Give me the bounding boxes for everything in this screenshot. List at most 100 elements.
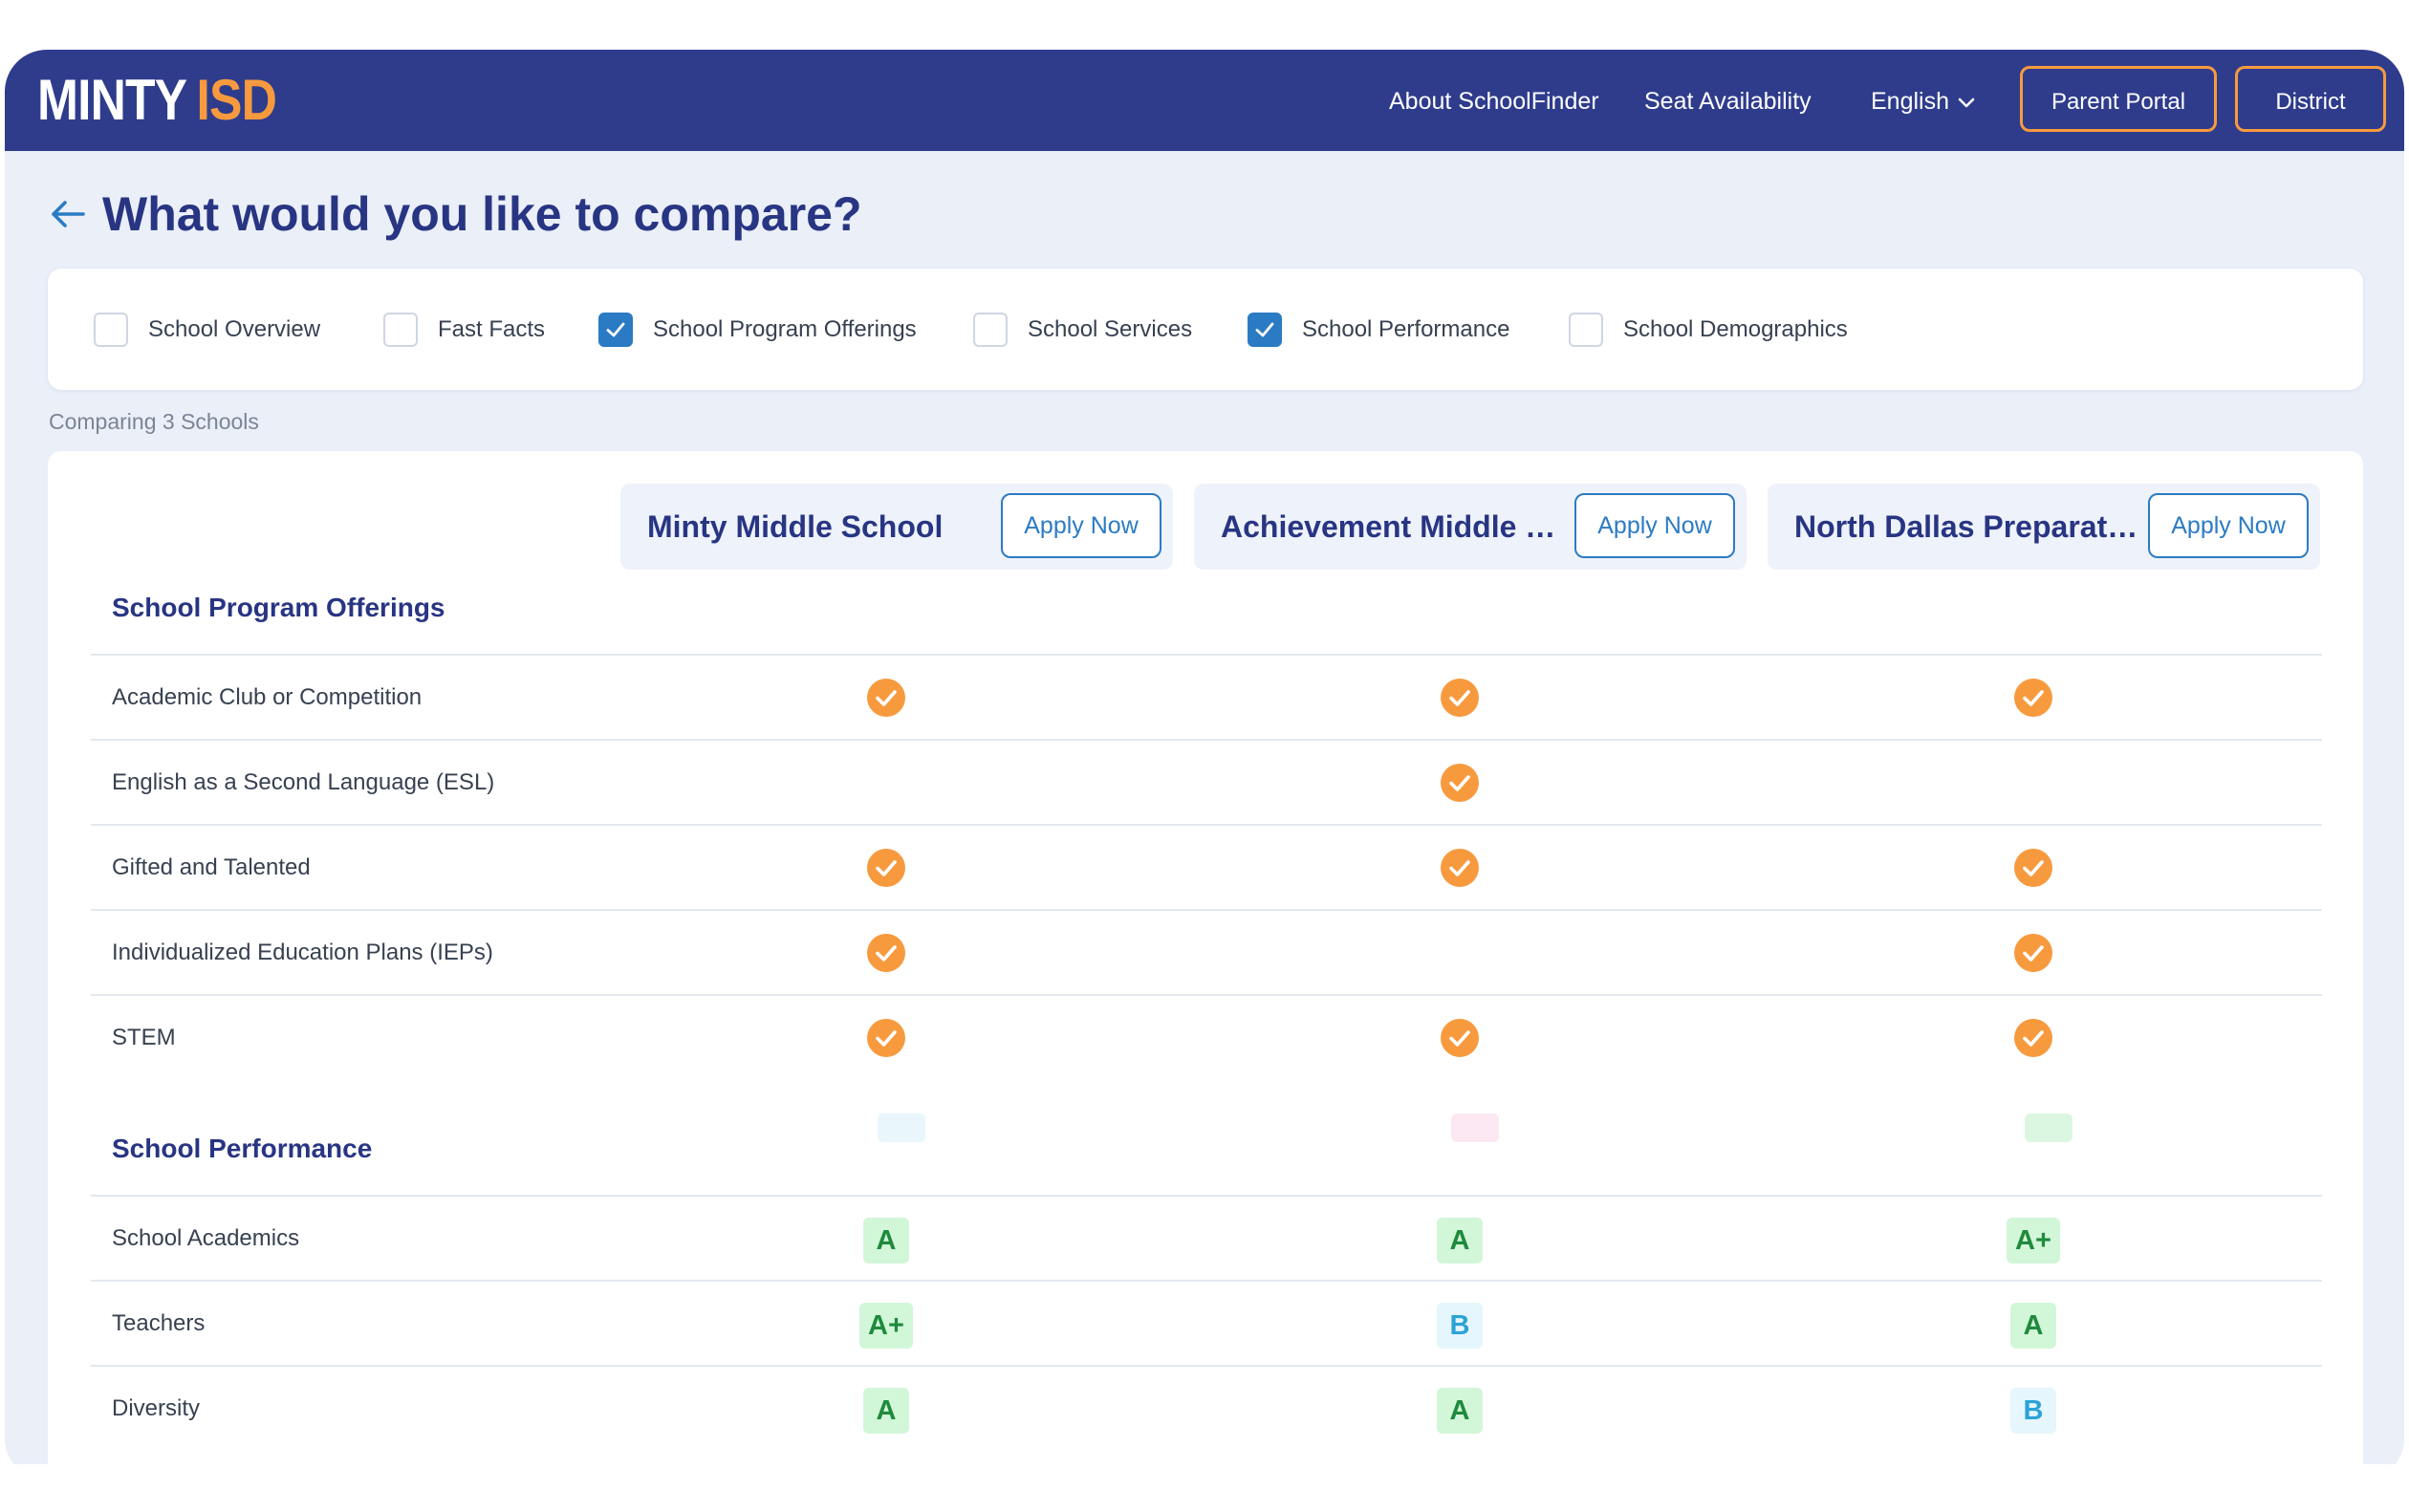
table-cell [791, 741, 982, 824]
table-cell [791, 656, 982, 739]
table-row: School Academics A A A+ [91, 1195, 2322, 1280]
school-name[interactable]: North Dallas Preparator... [1794, 509, 2148, 544]
row-label: School Academics [112, 1225, 300, 1251]
option-label: School Demographics [1623, 316, 1848, 342]
row-label: STEM [112, 1025, 176, 1050]
grade-chip-partial [1451, 1113, 1499, 1142]
chevron-down-icon [1958, 98, 1975, 108]
table-row: Gifted and Talented [91, 824, 2322, 909]
option-label: School Services [1028, 316, 1193, 342]
district-button[interactable]: District [2235, 66, 2386, 132]
table-row: Teachers A+ B A [91, 1280, 2322, 1365]
row-label: English as a Second Language (ESL) [112, 769, 495, 795]
table-cell [1364, 741, 1555, 824]
checkbox[interactable] [1569, 313, 1603, 347]
page-title: What would you like to compare? [102, 187, 862, 241]
school-header-2: Achievement Middle Sc... Apply Now [1194, 484, 1747, 570]
checkbox[interactable] [94, 313, 128, 347]
grade-badge: A+ [2007, 1218, 2060, 1264]
option-school-overview[interactable]: School Overview [94, 311, 320, 349]
check-circle-icon [1441, 679, 1479, 717]
option-school-demographics[interactable]: School Demographics [1569, 311, 1848, 349]
grade-badge: B [2010, 1388, 2056, 1434]
minty-isd-logo[interactable]: MINTY ISD [37, 68, 277, 132]
grade-badge: A [863, 1388, 909, 1434]
table-row: Academic Club or Competition [91, 654, 2322, 739]
school-header-3: North Dallas Preparator... Apply Now [1768, 484, 2320, 570]
table-row: STEM [91, 994, 2322, 1079]
school-name[interactable]: Minty Middle School [647, 509, 944, 544]
table-cell: B [1938, 1367, 2129, 1450]
check-circle-icon [1441, 1019, 1479, 1057]
apply-now-button[interactable]: Apply Now [2148, 493, 2309, 558]
option-label: School Overview [148, 316, 321, 342]
table-cell [1364, 996, 1555, 1079]
language-select-label: English [1871, 88, 1949, 115]
table-cell: A [1364, 1367, 1555, 1450]
checkbox-checked[interactable] [598, 313, 633, 347]
bottom-edge [5, 1464, 2404, 1478]
section-title-school-performance: School Performance [112, 1134, 373, 1163]
app-window: MINTY ISD About SchoolFinder Seat Availab… [5, 50, 2404, 1478]
grade-badge: A [863, 1218, 909, 1264]
logo-text-isd: ISD [196, 68, 277, 132]
table-cell [791, 826, 982, 909]
apply-now-button[interactable]: Apply Now [1574, 493, 1735, 558]
checkbox[interactable] [973, 313, 1008, 347]
grade-badge: A [1437, 1388, 1483, 1434]
grade-badge: A+ [859, 1303, 913, 1349]
option-fast-facts[interactable]: Fast Facts [383, 311, 545, 349]
checkbox[interactable] [383, 313, 418, 347]
check-circle-icon [867, 1019, 905, 1057]
table-row: English as a Second Language (ESL) [91, 739, 2322, 824]
table-cell [791, 996, 982, 1079]
nav-about-schoolfinder[interactable]: About SchoolFinder [1389, 88, 1599, 115]
table-cell: B [1364, 1282, 1555, 1365]
grade-badge: A [2010, 1303, 2056, 1349]
checkbox-check-icon [1255, 322, 1274, 337]
option-school-program-offerings[interactable]: School Program Offerings [598, 311, 917, 349]
check-circle-icon [1441, 849, 1479, 887]
row-label: Individualized Education Plans (IEPs) [112, 940, 493, 965]
table-cell: A+ [1938, 1197, 2129, 1280]
logo-text-minty: MINTY [37, 68, 187, 132]
checkbox-checked[interactable] [1248, 313, 1282, 347]
table-cell: A [791, 1197, 982, 1280]
compare-options-panel: School Overview Fast Facts School Progra… [48, 269, 2363, 390]
check-circle-icon [2014, 934, 2052, 972]
top-nav-bar: MINTY ISD About SchoolFinder Seat Availab… [5, 50, 2404, 151]
arrow-left-icon[interactable] [47, 195, 89, 233]
option-school-performance[interactable]: School Performance [1248, 311, 1509, 349]
option-label: School Performance [1302, 316, 1510, 342]
parent-portal-button[interactable]: Parent Portal [2020, 66, 2217, 132]
table-cell: A [1938, 1282, 2129, 1365]
table-cell: A+ [791, 1282, 982, 1365]
table-cell [1364, 656, 1555, 739]
grade-badge: A [1437, 1218, 1483, 1264]
school-header-1: Minty Middle School Apply Now [620, 484, 1173, 570]
checkbox-check-icon [606, 322, 625, 337]
option-label: School Program Offerings [653, 316, 917, 342]
section-title-program-offerings: School Program Offerings [112, 593, 445, 622]
table-row: Individualized Education Plans (IEPs) [91, 909, 2322, 994]
row-label: Teachers [112, 1310, 206, 1336]
apply-now-button[interactable]: Apply Now [1001, 493, 1161, 558]
check-circle-icon [867, 679, 905, 717]
grade-badge: B [1437, 1303, 1483, 1349]
table-cell [1364, 826, 1555, 909]
check-circle-icon [2014, 679, 2052, 717]
table-cell [1938, 826, 2129, 909]
table-cell [1938, 656, 2129, 739]
grade-chip-partial [2025, 1113, 2073, 1142]
option-label: Fast Facts [438, 316, 546, 342]
language-select[interactable]: English [1871, 82, 1978, 120]
check-circle-icon [1441, 764, 1479, 802]
school-name[interactable]: Achievement Middle Sc... [1221, 509, 1574, 544]
row-label: Gifted and Talented [112, 854, 311, 880]
check-circle-icon [2014, 1019, 2052, 1057]
table-cell: A [791, 1367, 982, 1450]
grade-chip-partial [878, 1113, 925, 1142]
row-label: Academic Club or Competition [112, 684, 423, 710]
nav-seat-availability[interactable]: Seat Availability [1644, 88, 1812, 115]
option-school-services[interactable]: School Services [973, 311, 1192, 349]
